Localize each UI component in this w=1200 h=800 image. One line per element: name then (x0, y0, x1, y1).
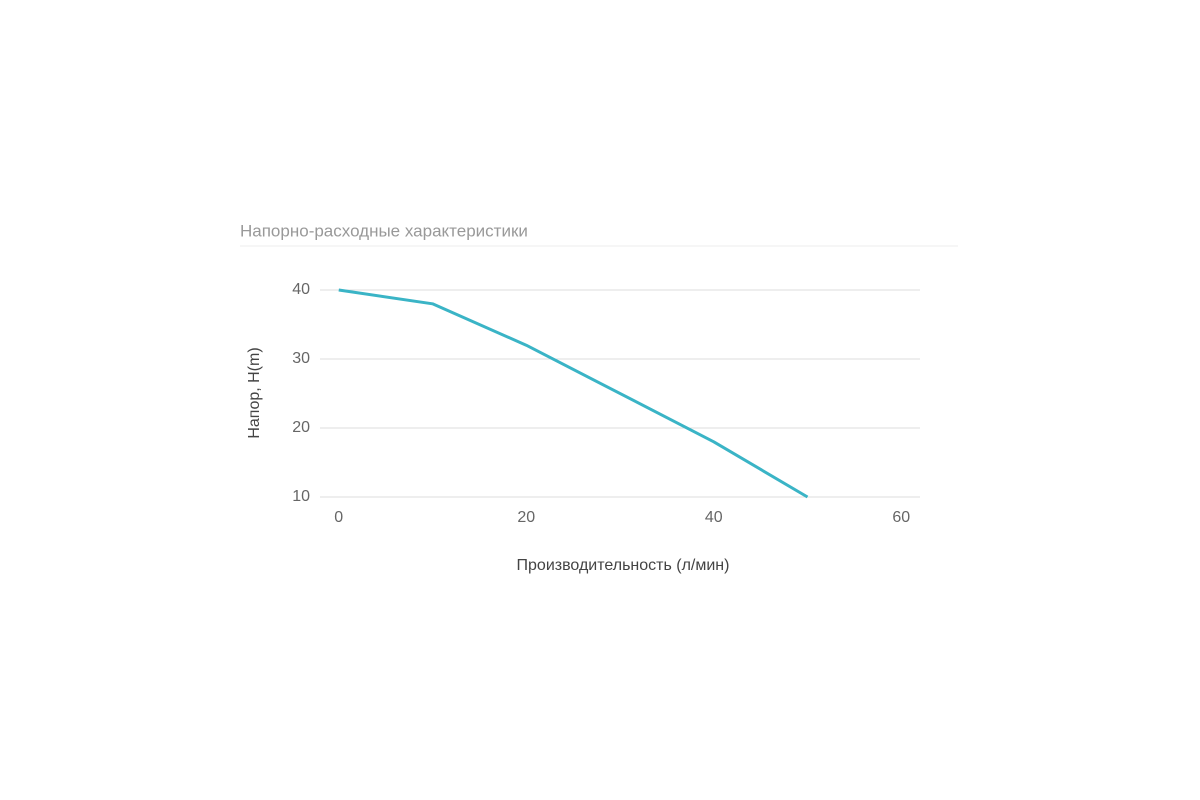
x-tick-label: 40 (705, 509, 723, 526)
y-axis-label: Напор, H(m) (246, 347, 263, 438)
x-axis-label: Производительность (л/мин) (517, 557, 730, 574)
y-tick-label: 10 (292, 488, 310, 505)
x-tick-label: 20 (517, 509, 535, 526)
y-tick-label: 40 (292, 281, 310, 298)
x-tick-label: 60 (892, 509, 910, 526)
y-tick-label: 30 (292, 350, 310, 367)
y-tick-label: 20 (292, 419, 310, 436)
series-line (338, 288, 809, 499)
chart-title: Напорно-расходные характеристики (240, 221, 528, 240)
x-tick-label: 0 (334, 509, 343, 526)
